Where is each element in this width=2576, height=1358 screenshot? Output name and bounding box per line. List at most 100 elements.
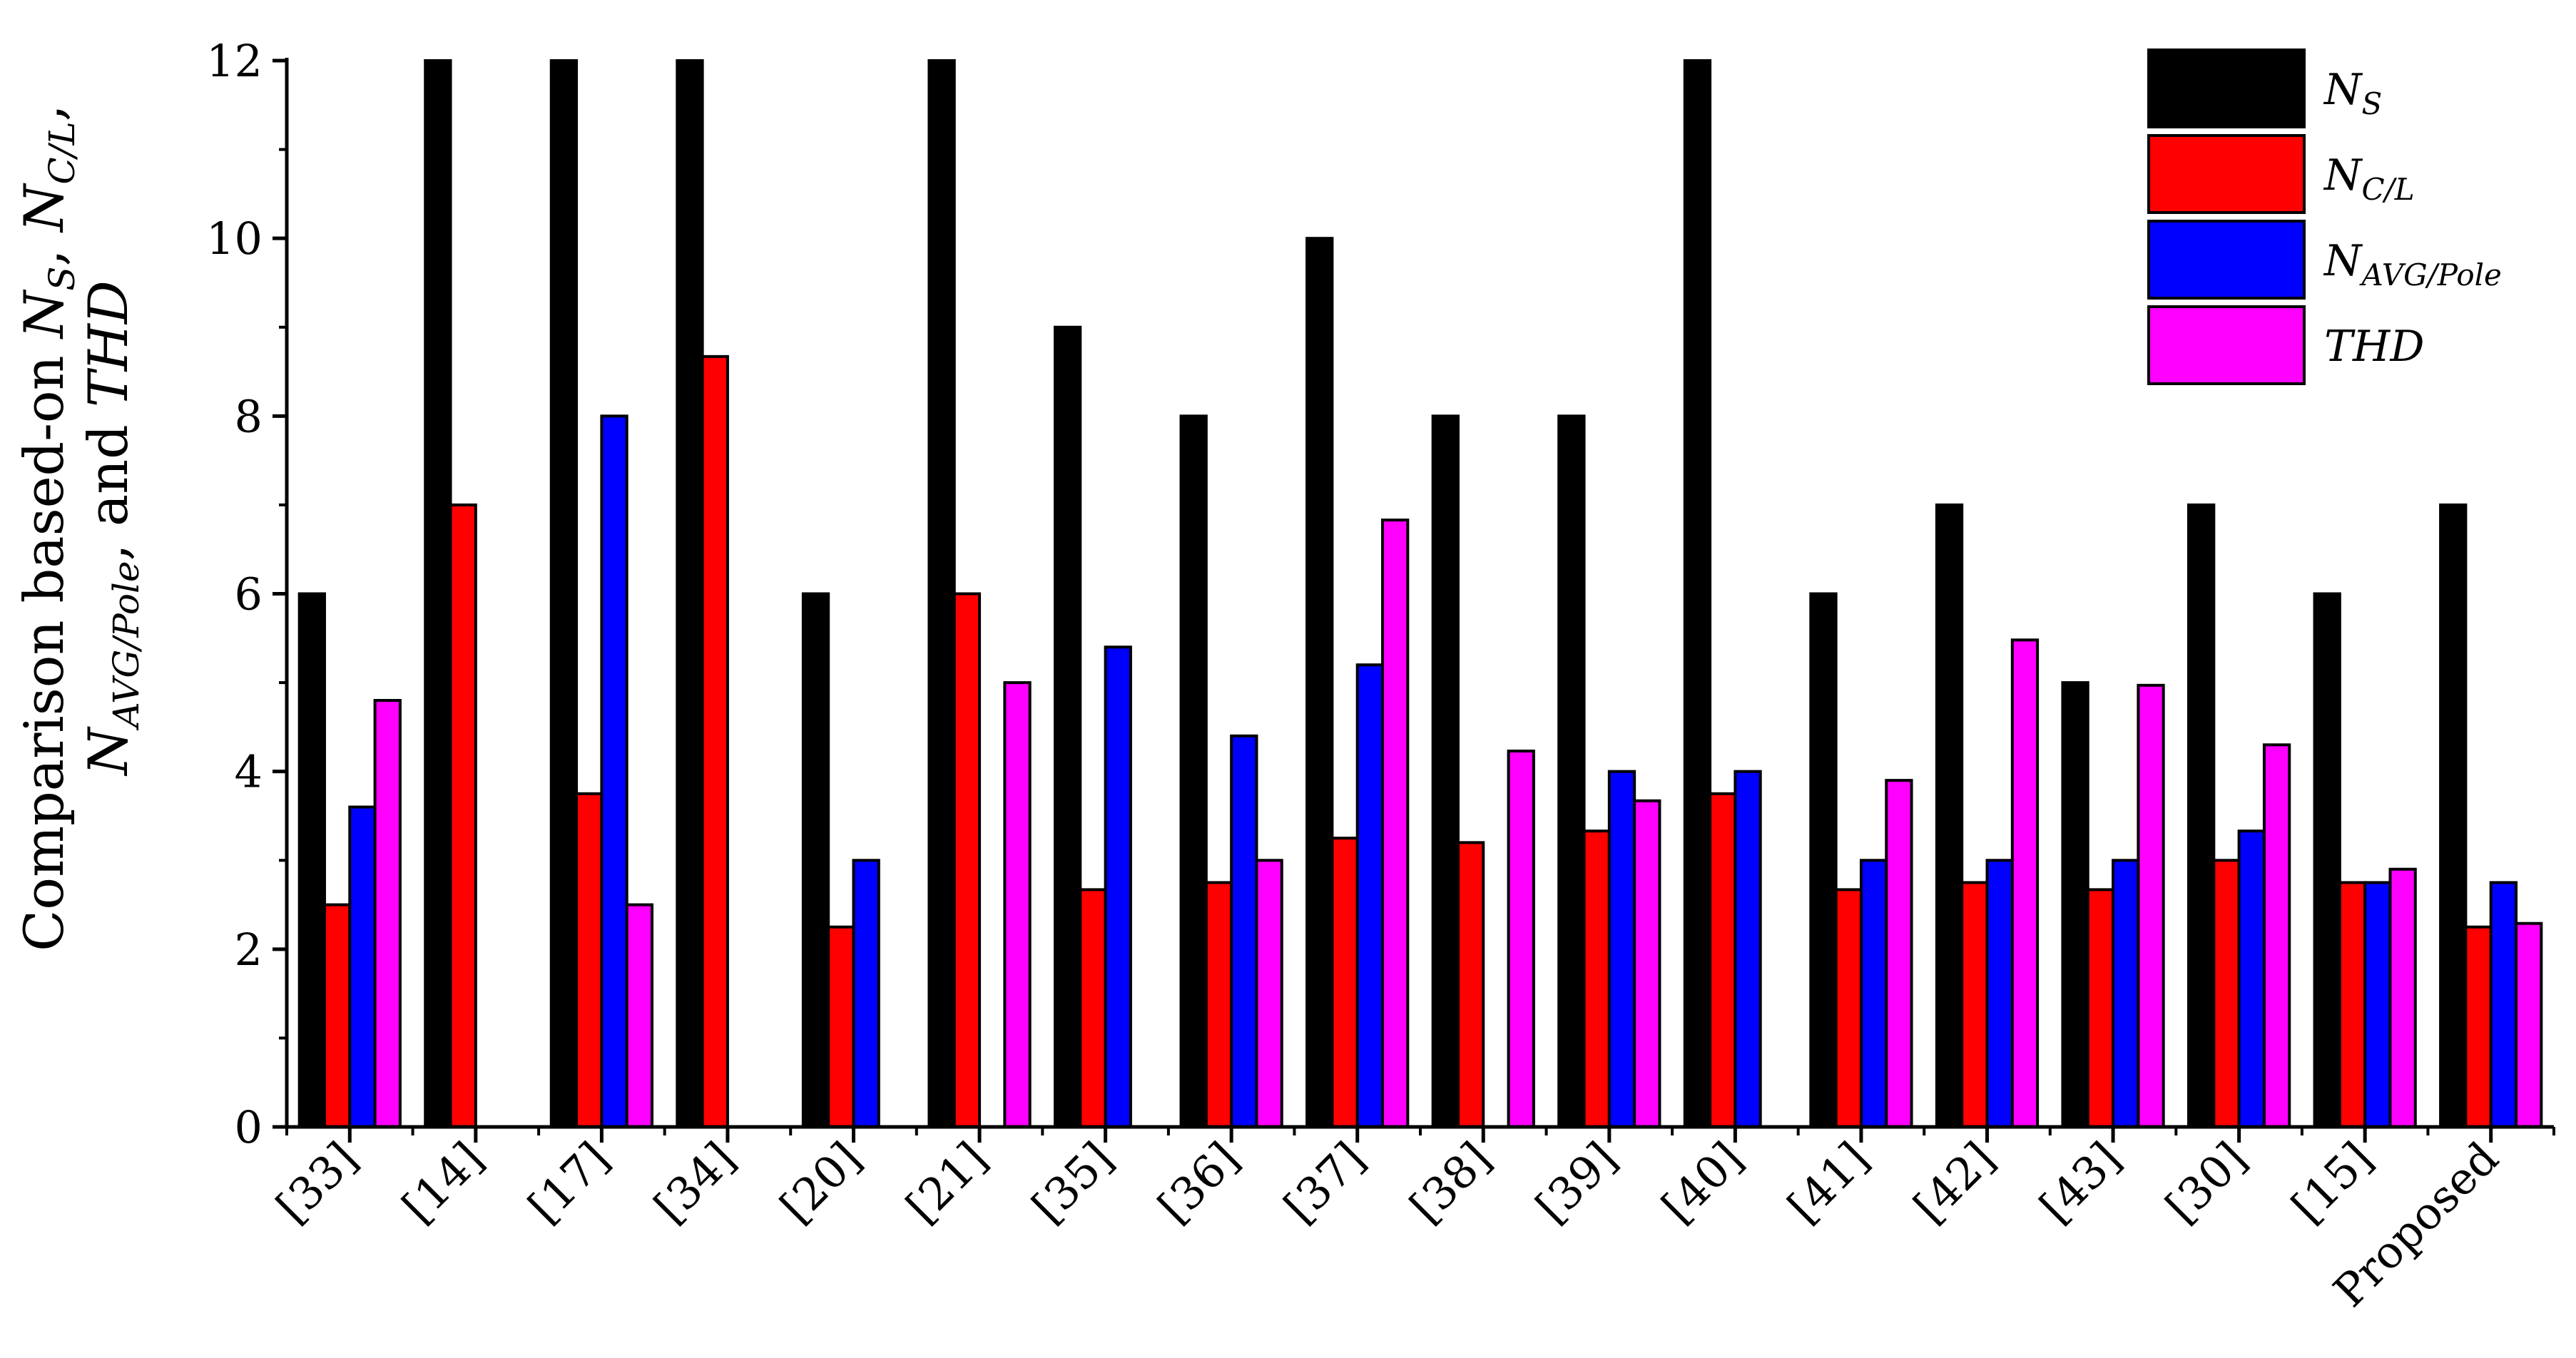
- bar: [2086, 888, 2115, 1128]
- bar: [2363, 881, 2392, 1129]
- bar: [322, 903, 352, 1129]
- bar: [1305, 237, 1334, 1128]
- x-tick-label: [14]: [392, 1132, 494, 1233]
- bar: [1557, 414, 1586, 1128]
- bar: [927, 59, 956, 1128]
- x-tick-label: [15]: [2281, 1132, 2383, 1233]
- bar: [1204, 881, 1233, 1129]
- legend-label-main: THD: [2324, 322, 2424, 372]
- bar: [1355, 663, 1385, 1128]
- y-axis-title-part: N: [76, 726, 140, 777]
- bar: [1809, 592, 1838, 1128]
- bar: [676, 59, 704, 1128]
- y-axis-title-part: , and: [76, 407, 140, 561]
- bar: [2112, 859, 2140, 1128]
- bar: [297, 592, 326, 1128]
- y-axis-title-part: AVG/Pole: [106, 561, 147, 730]
- legend-label-sub: AVG/Pole: [2359, 257, 2502, 292]
- bar: [449, 503, 477, 1128]
- x-tick-label: [21]: [896, 1132, 997, 1233]
- bar: [1255, 859, 1283, 1128]
- y-axis-title-part: N: [12, 183, 76, 233]
- x-tick-label: [35]: [1022, 1132, 1124, 1233]
- bar: [2186, 503, 2216, 1128]
- x-tick-label: [36]: [1148, 1132, 1249, 1233]
- bar: [1003, 681, 1032, 1128]
- bar: [952, 592, 982, 1128]
- bar: [1885, 779, 1913, 1129]
- x-tick-label: [41]: [1778, 1132, 1879, 1233]
- bar: [1179, 414, 1208, 1128]
- x-tick-label: [34]: [644, 1132, 745, 1233]
- x-tick-label: [38]: [1400, 1132, 1501, 1233]
- bar: [2212, 859, 2241, 1128]
- legend-label-main: N: [2323, 236, 2363, 286]
- legend-label: NC/L: [2323, 150, 2415, 207]
- bar: [852, 859, 880, 1128]
- y-axis-title-part: ,: [12, 104, 76, 121]
- legend-label: THD: [2324, 322, 2424, 372]
- bar: [2388, 867, 2417, 1128]
- bar: [801, 592, 830, 1128]
- y-tick-label: 8: [235, 390, 263, 442]
- bar: [1456, 841, 1485, 1128]
- y-axis-title-part: C/L: [41, 121, 83, 184]
- y-axis-title-line1: Comparison based-on NS, NC/L,: [12, 104, 83, 951]
- y-tick-label: 4: [235, 746, 263, 798]
- bar: [1633, 799, 1661, 1129]
- x-tick-label: [17]: [518, 1132, 619, 1233]
- bar: [1582, 829, 1611, 1128]
- bar: [373, 699, 402, 1128]
- bar: [1834, 888, 1863, 1128]
- x-tick-label: [40]: [1651, 1132, 1753, 1233]
- y-tick-label: 10: [206, 213, 263, 265]
- bar: [625, 903, 654, 1129]
- bar: [2137, 683, 2165, 1128]
- bar: [2061, 681, 2089, 1128]
- legend-label: NS: [2323, 65, 2382, 121]
- x-tick-label: [43]: [2030, 1132, 2131, 1233]
- y-tick-label: 0: [235, 1101, 263, 1153]
- y-axis-title-part: S: [41, 266, 83, 290]
- x-tick-label: [37]: [1274, 1132, 1375, 1233]
- bar: [2489, 881, 2518, 1129]
- plot-area: [297, 59, 2543, 1129]
- bar: [1431, 414, 1460, 1128]
- bar: [600, 414, 628, 1128]
- bar: [1859, 859, 1888, 1128]
- bar: [1935, 503, 1964, 1128]
- bar: [2464, 925, 2493, 1128]
- y-axis-title-part: THD: [76, 280, 140, 407]
- bar: [1683, 59, 1712, 1128]
- bar: [2010, 638, 2040, 1128]
- bar: [575, 792, 604, 1129]
- bar: [2313, 592, 2341, 1128]
- legend-swatch: [2147, 305, 2306, 385]
- bar: [1607, 770, 1636, 1129]
- bar: [2237, 829, 2266, 1128]
- legend-label-sub: C/L: [2362, 172, 2415, 207]
- legend-label-main: N: [2323, 150, 2363, 200]
- x-tick-label: [20]: [770, 1132, 871, 1233]
- x-tick-label: [30]: [2156, 1132, 2257, 1233]
- bar: [1053, 325, 1082, 1128]
- y-axis-title-part: Comparison based-on: [12, 338, 76, 951]
- bar: [1330, 837, 1359, 1128]
- y-tick-label: 2: [235, 924, 263, 976]
- bar: [348, 805, 377, 1128]
- bar: [2262, 743, 2291, 1129]
- bar: [1104, 645, 1132, 1128]
- bar: [1985, 859, 2014, 1128]
- bar: [1960, 881, 1989, 1129]
- bar: [549, 59, 579, 1128]
- y-axis-title-part: N: [12, 289, 76, 340]
- bar: [1507, 750, 1535, 1128]
- bar: [2515, 922, 2543, 1128]
- legend-swatch: [2147, 48, 2306, 128]
- legend-swatch: [2147, 220, 2306, 300]
- x-tick-label: [33]: [266, 1132, 367, 1233]
- bar: [1734, 770, 1762, 1129]
- legend-swatch: [2147, 134, 2306, 214]
- legend-label-main: N: [2323, 65, 2363, 115]
